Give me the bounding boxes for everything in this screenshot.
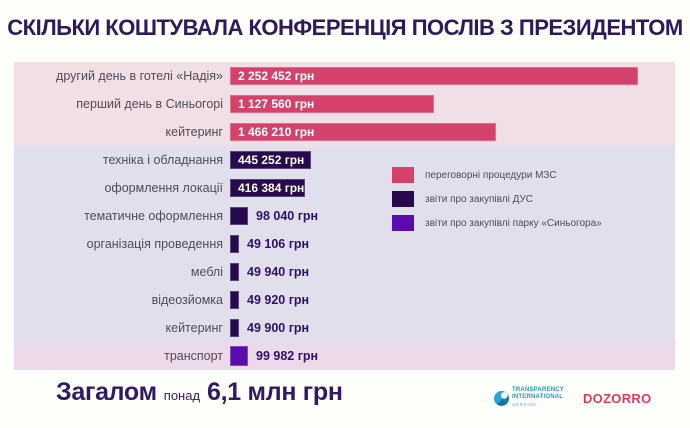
total-line: Загалом понад 6,1 млн грн [56,378,343,407]
transparency-international-logo: TRANSPARENCY INTERNATIONAL UKRAINE [494,387,564,409]
legend-item: звіти про закупівлі ДУС [392,191,602,207]
legend-swatch-synohora [392,215,414,231]
bar-value: 49 900 грн [247,321,310,335]
chart-row: меблі 49 940 грн [14,258,675,286]
row-label: техніка і обладнання [102,153,223,167]
globe-icon [494,390,509,406]
row-label: кейтеринг [165,321,223,335]
bar-dus [230,263,239,281]
legend-label: звіти про закупівлі парку «Синьогора» [425,217,602,229]
ti-line3: UKRAINE [512,402,537,407]
legend-swatch-dus [392,191,414,207]
bar-value: 49 920 грн [247,293,310,307]
bar-chart: другий день в готелі «Надія» 2 252 452 гр… [14,62,675,370]
legend-item: звіти про закупівлі парку «Синьогора» [392,215,602,231]
ti-line2: INTERNATIONAL [512,394,564,400]
chart-row: тематичне оформлення 98 040 грн [14,202,675,230]
chart-legend: переговорні процедури МЗС звіти про закуп… [392,167,602,239]
ti-line1: TRANSPARENCY [512,387,564,393]
chart-row: організація проведення 49 106 грн [14,230,675,258]
dozorro-logo: DOZORRO [582,390,652,406]
bar-area: 445 252 грн [230,146,675,174]
bar-value: 1 466 210 грн [238,125,315,139]
row-label: другий день в готелі «Надія» [56,69,223,83]
chart-row: другий день в готелі «Надія» 2 252 452 гр… [14,62,675,90]
bar-synohora [230,346,248,366]
row-label: перший день в Синьогорі [76,97,223,111]
bar-area: 99 982 грн [230,342,675,370]
bar-area: 98 040 грн [230,202,675,230]
total-middle: понад [163,388,201,403]
bar-dus [230,235,239,253]
bar-dus: 416 384 грн [230,179,305,197]
total-prefix: Загалом [56,378,157,406]
bar-area: 49 900 грн [230,314,675,342]
bar-area: 1 127 560 грн [230,90,675,118]
legend-swatch-mzs [392,167,414,183]
legend-label: переговорні процедури МЗС [425,169,557,181]
chart-row: транспорт 99 982 грн [14,342,675,370]
row-label: оформлення локації [104,181,223,195]
row-label: організація проведення [86,237,223,251]
bar-value: 445 252 грн [238,153,305,167]
row-label: меблі [190,265,223,279]
row-label: відеозйомка [151,293,223,307]
bar-value: 99 982 грн [256,349,319,363]
bar-area: 49 940 грн [230,258,675,286]
bar-area: 49 106 грн [230,230,675,258]
bar-mzs: 2 252 452 грн [230,67,638,85]
bar-area: 1 466 210 грн [230,118,675,146]
chart-row: оформлення локації 416 384 грн [14,174,675,202]
chart-row: відеозйомка 49 920 грн [14,286,675,314]
bar-value: 49 940 грн [247,265,310,279]
bar-value: 2 252 452 грн [238,69,315,83]
bar-dus: 445 252 грн [230,151,311,169]
bar-area: 2 252 452 грн [230,62,675,90]
bar-dus [230,207,248,225]
bar-mzs: 1 127 560 грн [230,95,434,113]
chart-row: техніка і обладнання 445 252 грн [14,146,675,174]
bar-value: 1 127 560 грн [238,97,315,111]
legend-label: звіти про закупівлі ДУС [425,193,534,205]
page-title: СКІЛЬКИ КОШТУВАЛА КОНФЕРЕНЦІЯ ПОСЛІВ З П… [7,15,683,40]
total-amount: 6,1 млн грн [207,378,343,406]
bar-rows: другий день в готелі «Надія» 2 252 452 гр… [14,62,675,370]
bar-value: 49 106 грн [247,237,310,251]
bar-dus [230,319,239,337]
bar-area: 416 384 грн [230,174,675,202]
footer-logos: TRANSPARENCY INTERNATIONAL UKRAINE DOZOR… [494,387,652,409]
bar-value: 416 384 грн [238,181,305,195]
chart-row: кейтеринг 49 900 грн [14,314,675,342]
bar-area: 49 920 грн [230,286,675,314]
bar-mzs: 1 466 210 грн [230,123,496,141]
legend-item: переговорні процедури МЗС [392,167,602,183]
chart-row: кейтеринг 1 466 210 грн [14,118,675,146]
chart-row: перший день в Синьогорі 1 127 560 грн [14,90,675,118]
bar-value: 98 040 грн [256,209,319,223]
row-label: кейтеринг [165,125,223,139]
bar-dus [230,291,239,309]
row-label: тематичне оформлення [84,209,223,223]
ti-logo-text: TRANSPARENCY INTERNATIONAL UKRAINE [512,387,564,409]
row-label: транспорт [164,349,223,363]
